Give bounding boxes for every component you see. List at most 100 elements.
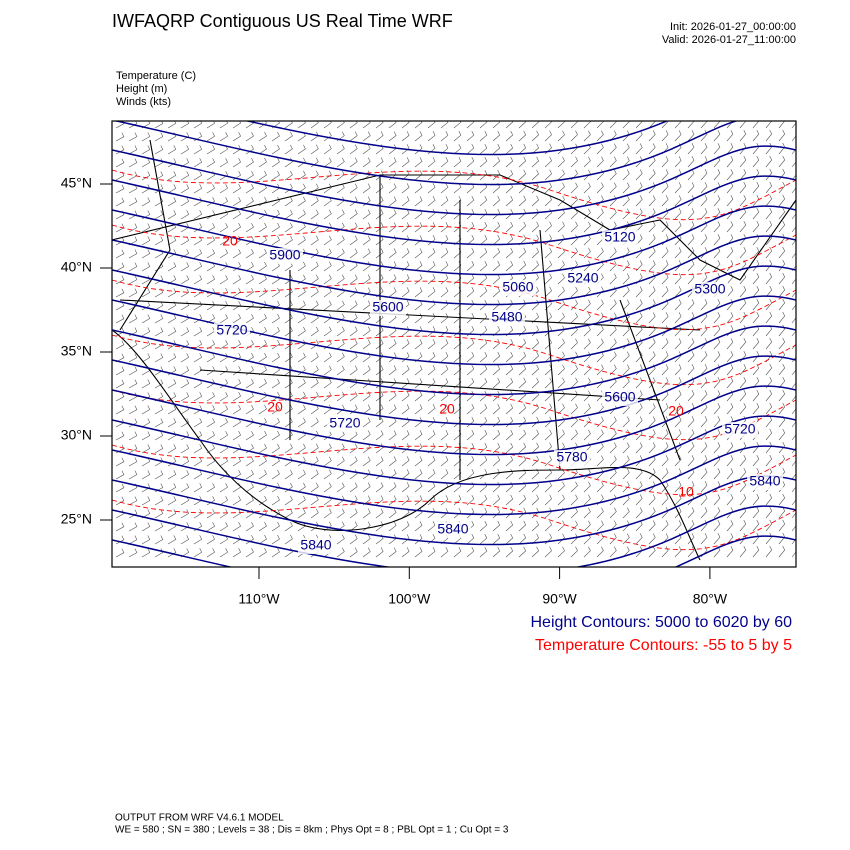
wind-barb [310, 482, 319, 493]
wind-barb [310, 352, 319, 363]
wind-barb [115, 158, 125, 168]
wind-barb [752, 168, 760, 181]
wind-barb [570, 260, 578, 272]
wind-barb [440, 365, 449, 376]
wind-barb [544, 273, 552, 285]
wind-barb [466, 364, 475, 376]
wind-barb [570, 364, 578, 376]
wind-barb [544, 195, 552, 207]
wind-barb [713, 455, 721, 467]
wind-barb [323, 482, 332, 493]
wind-barb [219, 431, 228, 441]
wind-barb [583, 468, 591, 480]
wind-barb [674, 208, 682, 220]
wind-barb [349, 534, 358, 545]
wind-barb [622, 377, 630, 389]
wind-barb [765, 129, 773, 142]
wind-barb [505, 221, 514, 233]
wind-barb [466, 143, 475, 155]
wind-barb [557, 121, 565, 129]
wind-barb [492, 377, 501, 389]
wind-barb [245, 287, 254, 298]
height-contour [112, 445, 796, 516]
wind-barb [609, 546, 617, 558]
wind-barb [206, 314, 215, 324]
wind-barb [726, 377, 734, 389]
wind-barb [206, 210, 215, 220]
wind-barb [726, 364, 734, 376]
wind-barb [648, 520, 656, 532]
wind-barb [453, 170, 462, 181]
wind-barb [674, 364, 682, 376]
height-contour [112, 175, 796, 246]
wind-barb [648, 195, 656, 207]
wind-barb [193, 444, 203, 454]
wind-barb [752, 194, 760, 207]
wind-barb [518, 143, 527, 155]
wind-barb [583, 325, 591, 337]
wind-barb [700, 442, 708, 454]
wind-barb [180, 379, 190, 389]
wind-barb [674, 221, 682, 233]
wind-barb [375, 417, 384, 428]
wind-barb [219, 522, 228, 532]
wind-barb [635, 351, 643, 363]
wind-barb [167, 210, 177, 220]
wind-barb [180, 340, 190, 350]
wind-barb [765, 272, 773, 285]
wind-barb [375, 495, 384, 506]
wind-barb [752, 285, 760, 298]
wind-barb [622, 195, 630, 207]
wind-barb [726, 533, 734, 545]
wind-barb [648, 169, 656, 181]
wind-barb [271, 196, 280, 207]
wind-barb [687, 442, 695, 454]
temperature-contour [112, 334, 796, 386]
wind-barb [206, 535, 215, 545]
wind-barb [284, 339, 293, 350]
wind-barb [492, 143, 501, 155]
wind-barb [739, 467, 747, 480]
wind-barb [518, 455, 527, 467]
wind-barb [453, 157, 462, 168]
wind-barb [492, 169, 501, 181]
wind-barb [674, 481, 682, 493]
wind-barb [323, 157, 332, 168]
wind-barb [193, 262, 203, 272]
wind-barb [245, 157, 254, 168]
wind-barb [453, 131, 462, 142]
wind-barb [193, 470, 203, 480]
wind-barb [323, 144, 332, 155]
wind-barb [596, 481, 604, 493]
wind-barb [375, 339, 384, 350]
wind-barb [401, 547, 410, 558]
wind-barb [505, 247, 514, 259]
temperature-label: 10 [678, 484, 694, 500]
wind-barb [531, 247, 539, 259]
wind-barb [115, 223, 125, 233]
wind-barb [752, 506, 760, 519]
wind-barb [245, 131, 254, 142]
wind-barb [297, 495, 306, 506]
wind-barb [622, 494, 630, 506]
wind-barb [466, 286, 475, 298]
wind-barb [297, 261, 306, 272]
wind-barb [427, 157, 436, 168]
wind-barb [128, 509, 138, 519]
wind-barb [427, 339, 436, 350]
wind-barb [492, 351, 501, 363]
wind-barb [726, 351, 734, 363]
wind-barb [726, 286, 734, 298]
wind-barb [388, 521, 397, 532]
wind-barb [115, 392, 125, 402]
wind-barb [661, 182, 669, 194]
wind-barb [336, 274, 345, 285]
wind-barb [518, 546, 527, 558]
wind-barb [271, 157, 280, 168]
wind-barb [388, 261, 397, 272]
wind-barb [427, 352, 436, 363]
wind-barb [622, 442, 630, 454]
wind-barb [479, 546, 488, 558]
wind-barb [115, 262, 125, 272]
